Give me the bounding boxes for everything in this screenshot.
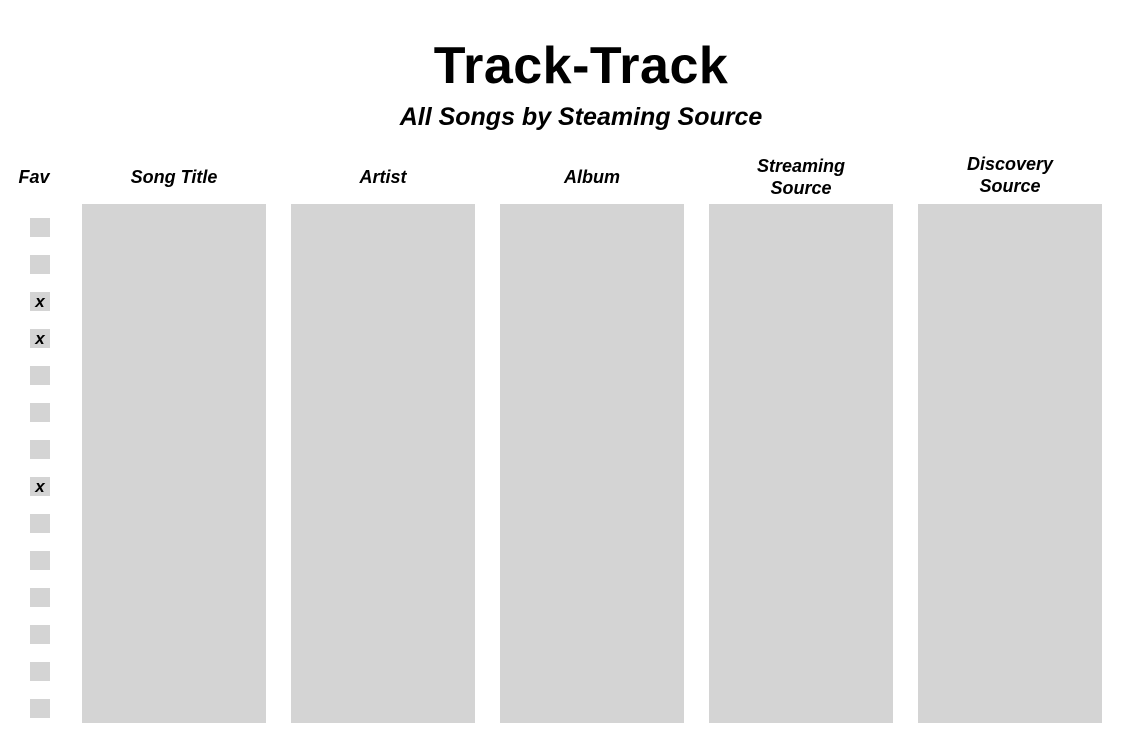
fav-checkbox[interactable]: [30, 662, 50, 681]
fav-checkbox[interactable]: x: [30, 329, 50, 348]
page-subtitle: All Songs by Steaming Source: [399, 103, 763, 131]
discovery-source-column: [918, 204, 1102, 723]
fav-checkbox[interactable]: [30, 218, 50, 237]
column-header-album[interactable]: Album: [564, 167, 620, 187]
fav-checkbox[interactable]: [30, 588, 50, 607]
song-title-column: [82, 204, 266, 723]
column-header-song-title[interactable]: Song Title: [130, 167, 218, 187]
fav-checkbox[interactable]: [30, 440, 50, 459]
fav-checkbox[interactable]: [30, 255, 50, 274]
column-header-artist[interactable]: Artist: [359, 167, 407, 187]
column-header-streaming-source[interactable]: Streaming Source: [756, 156, 846, 198]
column-header-discovery-source[interactable]: Discovery Source: [966, 154, 1054, 196]
app-title: Track-Track: [433, 37, 729, 95]
fav-checkbox[interactable]: [30, 625, 50, 644]
fav-checkbox[interactable]: [30, 366, 50, 385]
column-header-fav[interactable]: Fav: [18, 167, 50, 187]
fav-checkbox[interactable]: x: [30, 292, 50, 311]
artist-column: [291, 204, 475, 723]
fav-checkbox[interactable]: [30, 514, 50, 533]
streaming-source-column: [709, 204, 893, 723]
fav-checkbox[interactable]: [30, 699, 50, 718]
fav-checkbox[interactable]: [30, 551, 50, 570]
album-column: [500, 204, 684, 723]
fav-checkbox[interactable]: x: [30, 477, 50, 496]
fav-checkbox[interactable]: [30, 403, 50, 422]
